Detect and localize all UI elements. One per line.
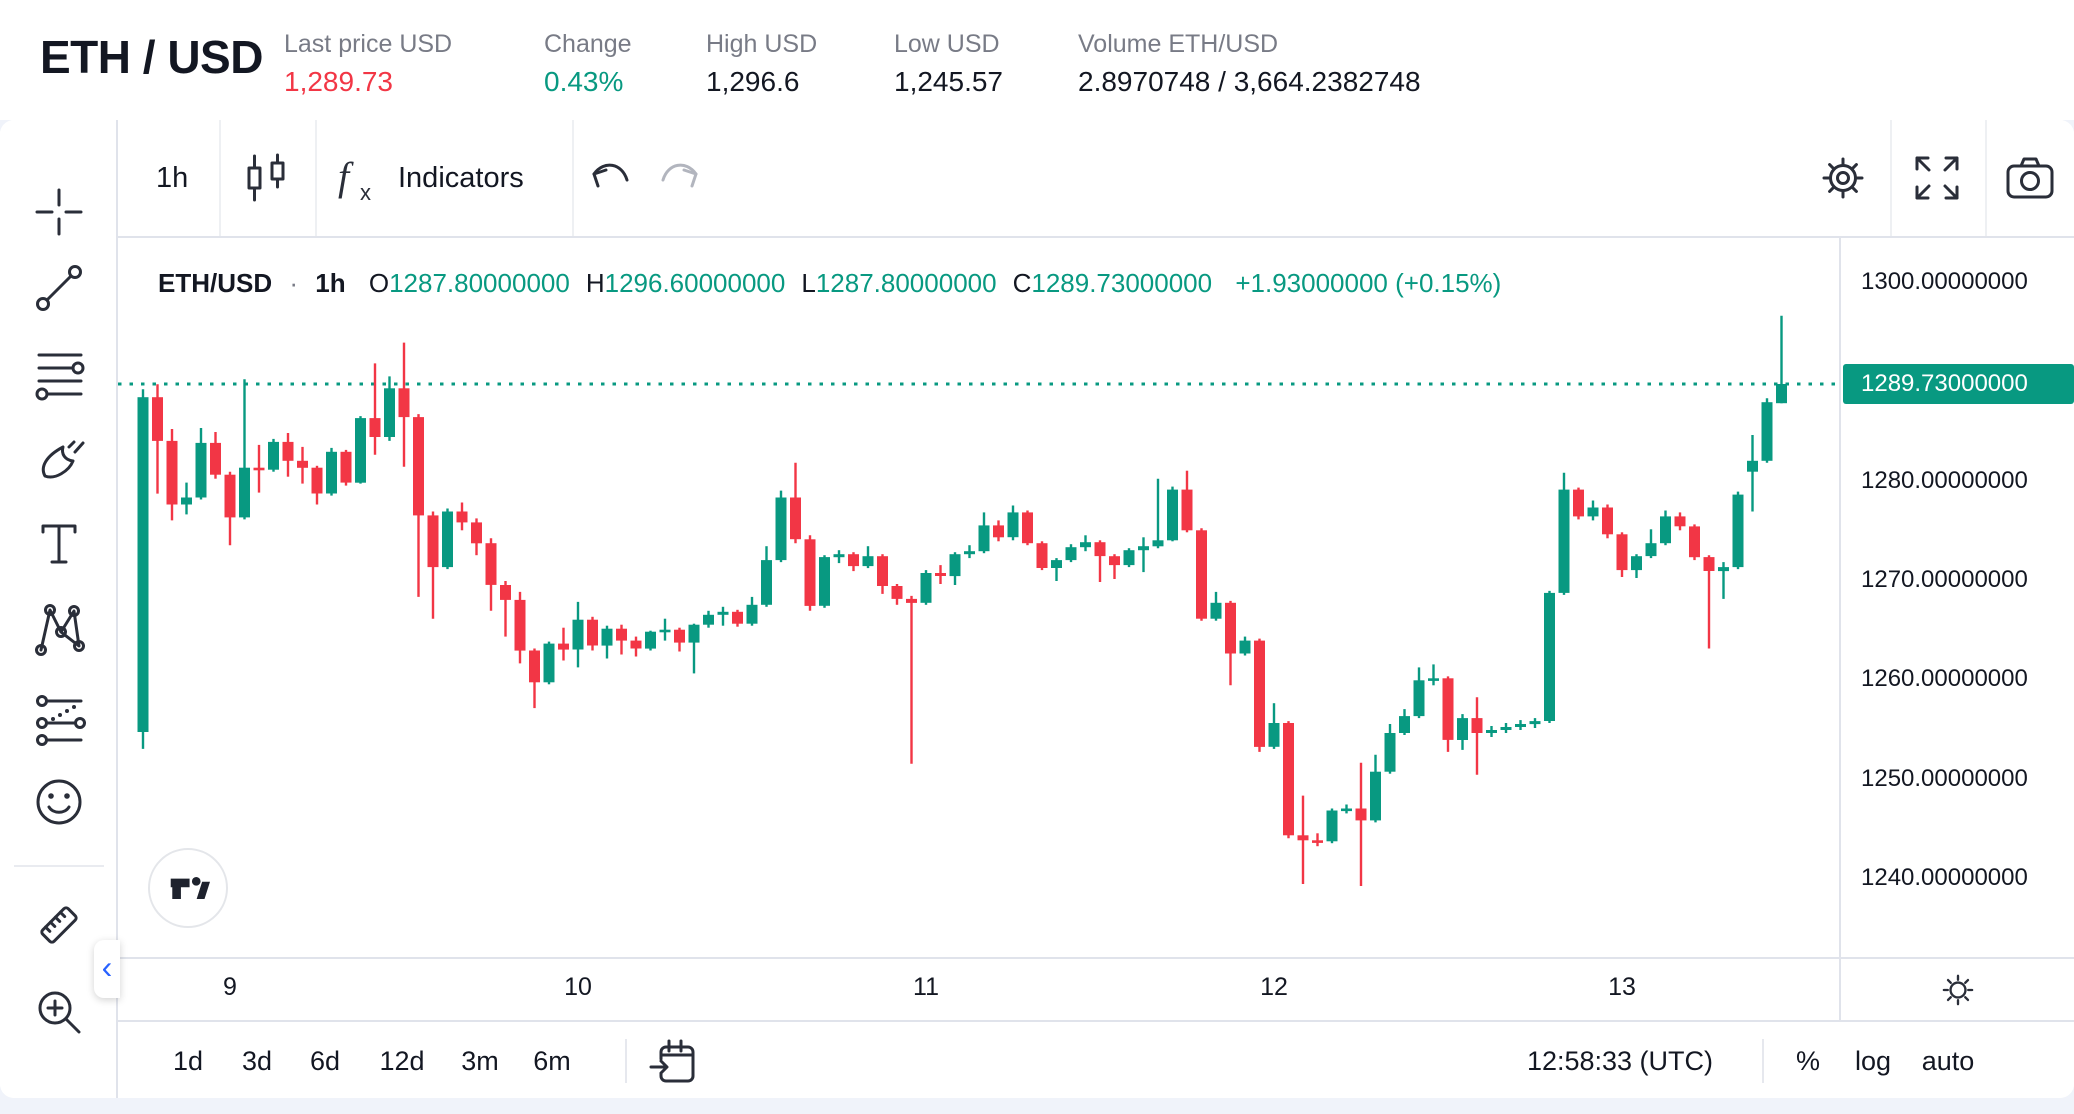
legend-ohlc-key: O [368, 268, 390, 298]
time-axis[interactable]: 9 10 11 12 13 [118, 957, 1839, 1020]
range-button-6m[interactable]: 6m [533, 1046, 571, 1076]
interval-button[interactable]: 1h [156, 162, 189, 194]
price-axis-label: 1300.00000000 [1861, 268, 2028, 295]
last-price-badge: 1289.73000000 [1843, 364, 2074, 404]
time-axis-label: 11 [913, 973, 939, 1001]
legend-ohlc-key: C [1012, 268, 1032, 298]
legend-ohlc: O1287.80000000 H1296.60000000 L1287.800000… [353, 268, 1212, 299]
range-button-1d[interactable]: 1d [172, 1046, 204, 1076]
symbol-title: ETH / USD [40, 31, 263, 83]
clock-utc[interactable]: 12:58:33 (UTC) [1526, 1046, 1714, 1076]
stat-label: High USD [706, 30, 818, 58]
time-axis-label: 10 [564, 973, 592, 1001]
legend-ohlc-value: 1287.80000000 [389, 268, 570, 298]
stat-value: 2.8970748 / 3,664.2382748 [1078, 66, 1421, 97]
time-axis-label: 9 [223, 973, 237, 1001]
redo-icon[interactable] [652, 150, 708, 206]
price-axis-label: 1280.00000000 [1861, 467, 2028, 494]
bottom-separator [625, 1039, 627, 1083]
price-axis-label: 1250.00000000 [1861, 765, 2028, 792]
indicators-button[interactable]: Indicators [398, 162, 524, 194]
scale-button-auto[interactable]: auto [1921, 1046, 1975, 1076]
legend-ohlc-value: 1287.80000000 [815, 268, 997, 298]
time-axis-label: 13 [1608, 973, 1636, 1001]
range-button-3m[interactable]: 3m [461, 1046, 499, 1076]
sidebar-divider [14, 865, 104, 867]
toolbar-separator [1890, 120, 1892, 236]
stat-value: 1,245.57 [894, 66, 1003, 97]
chart-pane[interactable]: ETH/USD · 1h O1287.80000000 H1296.6000000… [118, 238, 1839, 957]
collapse-toolbar-chevron[interactable]: ‹ [94, 940, 120, 998]
stat-label: Low USD [894, 30, 1000, 58]
legend-ohlc-key: H [585, 268, 605, 298]
tradingview-logo[interactable] [148, 848, 228, 928]
brush-tool-icon[interactable] [31, 434, 87, 490]
text-tool-icon[interactable] [31, 516, 87, 572]
candlestick-chart[interactable] [118, 238, 1839, 957]
candle-style-icon[interactable] [239, 150, 295, 206]
svg-text:f: f [338, 154, 354, 199]
price-axis-label: 1240.00000000 [1861, 864, 2028, 891]
legend-ohlc-key: L [801, 268, 816, 298]
camera-icon[interactable] [2002, 150, 2058, 206]
toolbar-separator [219, 120, 221, 236]
time-axis-label: 12 [1260, 973, 1288, 1001]
price-axis[interactable]: 1289.73000000 1300.00000000 1280.00000000… [1839, 238, 2074, 957]
axis-corner-cell [1839, 957, 2074, 1020]
toolbar-separator [315, 120, 317, 236]
svg-text:x: x [360, 180, 371, 205]
stat-value: 1,296.6 [706, 66, 800, 97]
drawing-toolbar [0, 120, 118, 1098]
emoji-tool-icon[interactable] [31, 774, 87, 830]
symbol-header: ETH / USD Last price USD 1,289.73 Change 0.… [0, 0, 2074, 120]
bottom-separator [1762, 1039, 1764, 1083]
crosshair-tool-icon[interactable] [31, 184, 87, 240]
stat-label: Last price USD [284, 30, 453, 58]
range-button-3d[interactable]: 3d [241, 1046, 273, 1076]
toolbar-separator [1985, 120, 1987, 236]
price-axis-label: 1260.00000000 [1861, 665, 2028, 692]
bottom-toolbar: 1d 3d 6d 12d 3m 6m 12:58:33 (UTC) % log auto [118, 1020, 2074, 1098]
stat-value: 0.43% [544, 66, 624, 97]
sun-icon[interactable] [1936, 968, 1980, 1012]
legend-separator: · [289, 268, 299, 298]
scale-button-log[interactable]: log [1854, 1046, 1892, 1076]
measure-ruler-tool-icon[interactable] [31, 897, 87, 953]
legend-interval: 1h [315, 268, 346, 298]
go-to-date-icon[interactable] [647, 1033, 703, 1089]
projection-tool-icon[interactable] [31, 690, 87, 746]
toolbar-separator [572, 120, 574, 236]
scale-button-percent[interactable]: % [1795, 1046, 1821, 1076]
zoom-in-tool-icon[interactable] [31, 984, 87, 1040]
stat-label: Volume ETH/USD [1078, 30, 1279, 58]
stat-value: 1,289.73 [284, 66, 393, 97]
legend-ohlc-value: 1289.73000000 [1031, 268, 1213, 298]
horizontal-lines-tool-icon[interactable] [31, 345, 87, 401]
xabcd-pattern-tool-icon[interactable] [31, 600, 87, 656]
undo-icon[interactable] [582, 150, 638, 206]
fullscreen-icon[interactable] [1909, 150, 1965, 206]
legend-ohlc-value: 1296.60000000 [604, 268, 786, 298]
price-axis-label: 1270.00000000 [1861, 566, 2028, 593]
chart-legend: ETH/USD · 1h O1287.80000000 H1296.6000000… [158, 268, 1501, 299]
settings-gear-icon[interactable] [1815, 150, 1871, 206]
trend-line-tool-icon[interactable] [31, 260, 87, 316]
range-button-6d[interactable]: 6d [309, 1046, 341, 1076]
stat-label: Change [544, 30, 632, 58]
legend-symbol: ETH/USD [158, 268, 273, 298]
range-button-12d[interactable]: 12d [379, 1046, 425, 1076]
legend-change: +1.93000000 (+0.15%) [1235, 268, 1502, 298]
